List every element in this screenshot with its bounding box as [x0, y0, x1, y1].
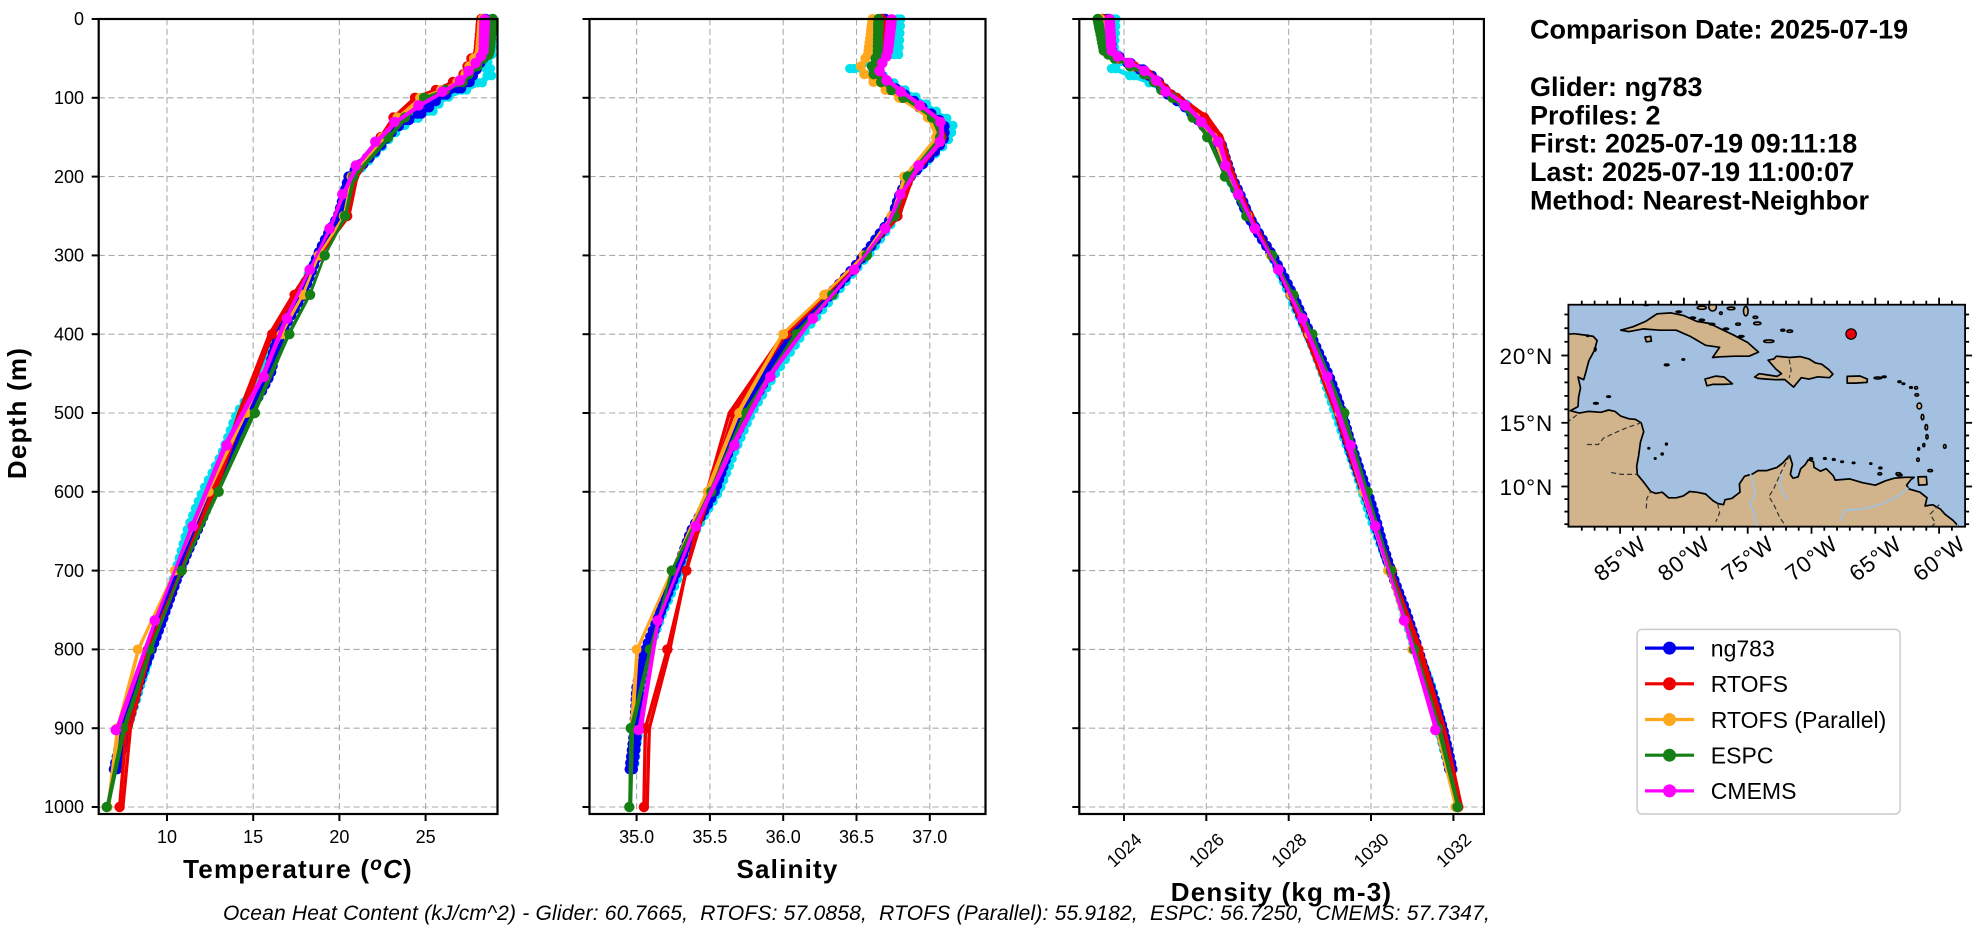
svg-text:20°N: 20°N — [1500, 344, 1553, 369]
svg-text:Depth (m): Depth (m) — [2, 347, 32, 479]
svg-text:35.5: 35.5 — [692, 827, 727, 847]
svg-text:20: 20 — [329, 827, 349, 847]
svg-text:RTOFS: RTOFS — [1711, 671, 1788, 697]
svg-text:36.5: 36.5 — [839, 827, 874, 847]
svg-text:Glider: ng783: Glider: ng783 — [1530, 72, 1703, 102]
svg-text:10: 10 — [157, 827, 177, 847]
svg-text:700: 700 — [54, 561, 84, 581]
svg-text:36.0: 36.0 — [766, 827, 801, 847]
svg-text:CMEMS: CMEMS — [1711, 778, 1797, 804]
svg-text:800: 800 — [54, 640, 84, 660]
svg-text:Comparison Date: 2025-07-19: Comparison Date: 2025-07-19 — [1530, 15, 1908, 45]
svg-text:25: 25 — [416, 827, 436, 847]
svg-text:Ocean Heat Content (kJ/cm^2) -: Ocean Heat Content (kJ/cm^2) - Glider: 6… — [223, 902, 1490, 925]
svg-text:RTOFS (Parallel): RTOFS (Parallel) — [1711, 707, 1887, 733]
svg-text:500: 500 — [54, 403, 84, 423]
svg-text:1000: 1000 — [44, 797, 84, 817]
svg-text:15°N: 15°N — [1500, 411, 1553, 436]
svg-text:600: 600 — [54, 482, 84, 502]
svg-text:900: 900 — [54, 718, 84, 738]
svg-text:35.0: 35.0 — [619, 827, 654, 847]
svg-text:Density (kg m-3): Density (kg m-3) — [1171, 877, 1392, 907]
svg-text:Salinity: Salinity — [736, 854, 838, 884]
svg-text:ESPC: ESPC — [1711, 743, 1774, 769]
svg-text:0: 0 — [74, 9, 84, 29]
svg-text:ng783: ng783 — [1711, 635, 1775, 661]
svg-text:Profiles: 2: Profiles: 2 — [1530, 100, 1661, 130]
svg-text:100: 100 — [54, 88, 84, 108]
svg-text:First: 2025-07-19 09:11:18: First: 2025-07-19 09:11:18 — [1530, 129, 1857, 159]
svg-text:37.0: 37.0 — [912, 827, 947, 847]
svg-text:200: 200 — [54, 167, 84, 187]
svg-text:Last: 2025-07-19 11:00:07: Last: 2025-07-19 11:00:07 — [1530, 157, 1854, 187]
svg-text:10°N: 10°N — [1500, 475, 1553, 500]
svg-text:300: 300 — [54, 246, 84, 266]
svg-text:15: 15 — [243, 827, 263, 847]
svg-text:400: 400 — [54, 324, 84, 344]
svg-text:Method: Nearest-Neighbor: Method: Nearest-Neighbor — [1530, 186, 1870, 216]
